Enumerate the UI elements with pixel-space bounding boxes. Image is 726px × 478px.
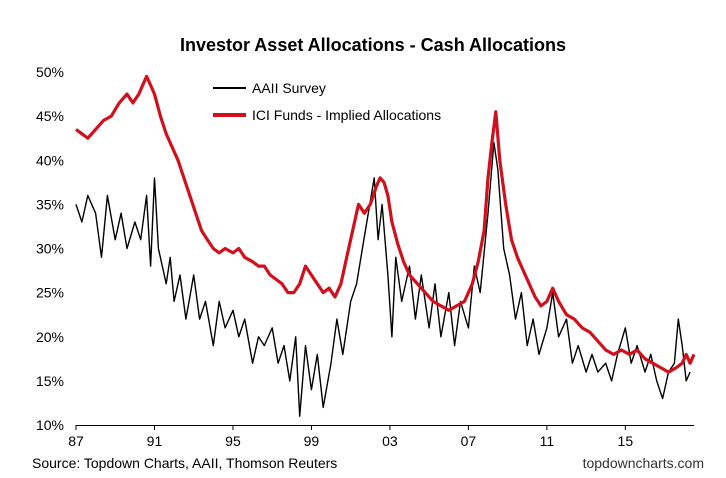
y-tick-label: 10% xyxy=(36,417,64,433)
y-tick-label: 45% xyxy=(36,108,64,124)
y-tick-label: 40% xyxy=(36,152,64,168)
y-tick-label: 20% xyxy=(36,329,64,345)
website-credit: topdowncharts.com xyxy=(583,455,704,471)
x-tick-label: 15 xyxy=(618,433,634,449)
x-tick-label: 91 xyxy=(147,433,163,449)
y-tick-label: 15% xyxy=(36,373,64,389)
y-tick-label: 30% xyxy=(36,241,64,257)
y-tick-label: 35% xyxy=(36,196,64,212)
x-tick-label: 87 xyxy=(68,433,84,449)
x-tick-label: 03 xyxy=(382,433,398,449)
chart-title: Investor Asset Allocations - Cash Alloca… xyxy=(180,35,566,55)
legend-label-ici: ICI Funds - Implied Allocations xyxy=(252,107,441,123)
x-tick-label: 99 xyxy=(304,433,320,449)
y-axis: 10% 15% 20% 25% 30% 35% 40% 45% 50% xyxy=(36,64,64,433)
legend: AAII Survey ICI Funds - Implied Allocati… xyxy=(213,80,441,123)
series-line-ici xyxy=(75,74,696,374)
legend-label-aaii: AAII Survey xyxy=(252,80,326,96)
y-tick-label: 50% xyxy=(36,64,64,80)
x-tick-label: 07 xyxy=(461,433,477,449)
x-axis: 87 91 95 99 03 07 11 15 xyxy=(68,425,633,449)
x-tick-label: 11 xyxy=(540,433,555,449)
x-tick-label: 95 xyxy=(225,433,241,449)
series-layer xyxy=(75,74,696,417)
series-line-aaii xyxy=(75,141,691,417)
y-tick-label: 25% xyxy=(36,285,64,301)
source-note: Source: Topdown Charts, AAII, Thomson Re… xyxy=(32,455,337,471)
